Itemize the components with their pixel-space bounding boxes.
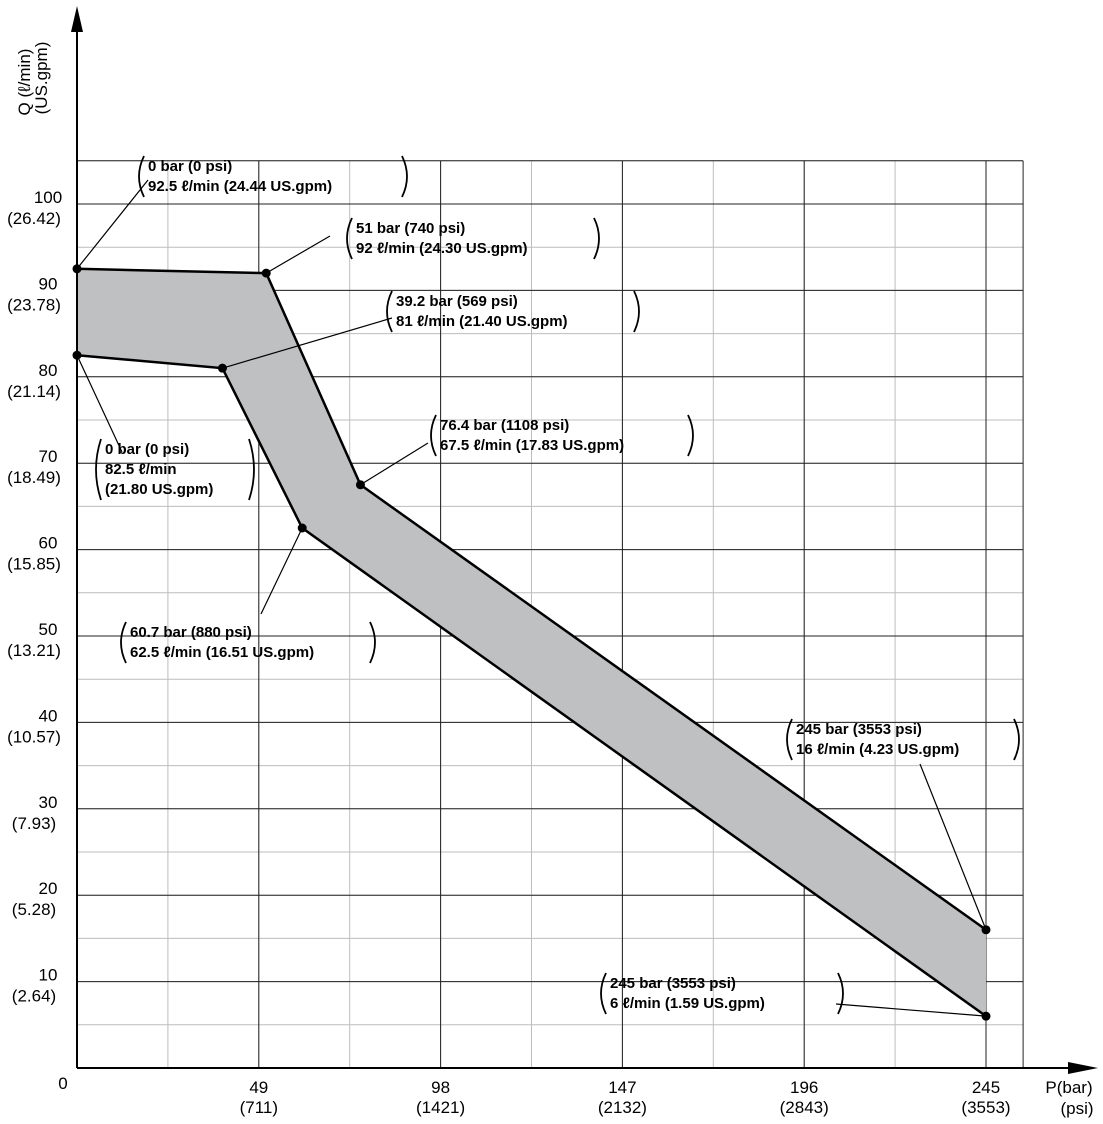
annotation-line: 82.5 ℓ/min xyxy=(105,461,177,478)
annotation-line: 0 bar (0 psi) xyxy=(105,441,189,458)
annotation-paren-right xyxy=(401,155,408,198)
x-tick-sublabel: (2843) xyxy=(780,1098,829,1117)
data-point xyxy=(72,264,82,274)
y-tick-label: 100 xyxy=(34,188,62,207)
y-tick-sublabel: (13.21) xyxy=(7,641,61,660)
annotation-line: 245 bar (3553 psi) xyxy=(610,975,736,992)
x-tick-label: 49 xyxy=(249,1078,268,1097)
annotation-paren-left xyxy=(95,438,102,501)
data-point xyxy=(355,480,365,490)
x-axis-unit: (psi) xyxy=(1060,1099,1093,1118)
y-tick-sublabel: (7.93) xyxy=(12,814,56,833)
annotation-line: 0 bar (0 psi) xyxy=(148,158,232,175)
data-point xyxy=(297,523,307,533)
leader-line xyxy=(260,527,303,615)
data-point xyxy=(72,350,82,360)
annotation-paren-right xyxy=(837,972,844,1015)
y-tick-sublabel: (10.57) xyxy=(7,727,61,746)
annotation-paren-left xyxy=(138,155,145,198)
x-axis-arrow xyxy=(1068,1062,1098,1074)
annotation-line: 76.4 bar (1108 psi) xyxy=(440,417,569,434)
annotation-line: 62.5 ℓ/min (16.51 US.gpm) xyxy=(130,644,314,661)
leader-lines xyxy=(76,179,987,1017)
y-tick-sublabel: (2.64) xyxy=(12,987,56,1006)
annotation-line: 245 bar (3553 psi) xyxy=(796,721,922,738)
y-tick-label: 90 xyxy=(39,274,58,293)
annotation-paren-left xyxy=(786,718,793,761)
annotation-line: 81 ℓ/min (21.40 US.gpm) xyxy=(396,313,568,330)
y-tick-label: 40 xyxy=(39,706,58,725)
flow-band-area xyxy=(77,268,986,1017)
x-tick-label: 98 xyxy=(431,1078,450,1097)
annotation-paren-right xyxy=(687,414,694,457)
annotation-paren-left xyxy=(120,621,127,664)
x-tick-sublabel: (2132) xyxy=(598,1098,647,1117)
annotation-line: 92.5 ℓ/min (24.44 US.gpm) xyxy=(148,178,332,195)
y-tick-label: 20 xyxy=(39,879,58,898)
y-tick-sublabel: (15.85) xyxy=(7,555,61,574)
flow-band xyxy=(76,267,987,1018)
y-tick-label: 30 xyxy=(39,793,58,812)
annotation-line: 16 ℓ/min (4.23 US.gpm) xyxy=(796,741,959,758)
data-point xyxy=(261,268,271,278)
annotation-line: 39.2 bar (569 psi) xyxy=(396,293,518,310)
x-tick-label: 147 xyxy=(608,1078,636,1097)
y-tick-sublabel: (18.49) xyxy=(7,468,61,487)
annotation-line: (21.80 US.gpm) xyxy=(105,481,213,498)
x-axis-title: P(bar) xyxy=(1045,1078,1092,1097)
annotation-paren-left xyxy=(386,290,393,333)
annotation-paren-right xyxy=(248,438,255,501)
x-tick-label: 245 xyxy=(972,1078,1000,1097)
leader-line xyxy=(76,354,123,453)
y-tick-label: 60 xyxy=(39,534,58,553)
y-axis-arrow xyxy=(71,6,83,32)
annotation-line: 6 ℓ/min (1.59 US.gpm) xyxy=(610,995,765,1012)
annotation-line: 92 ℓ/min (24.30 US.gpm) xyxy=(356,240,528,257)
annotation-paren-left xyxy=(430,414,437,457)
y-tick-label: 80 xyxy=(39,361,58,380)
annotations: 0 bar (0 psi) 92.5 ℓ/min (24.44 US.gpm) 51… xyxy=(95,155,1020,1015)
lower-curve xyxy=(76,353,987,1018)
leader-line xyxy=(222,317,393,369)
annotation-line: 67.5 ℓ/min (17.83 US.gpm) xyxy=(440,437,624,454)
annotation-paren-right xyxy=(369,621,376,664)
leader-line xyxy=(265,235,331,274)
leader-line xyxy=(919,763,987,930)
tick-labels: 49(711) 98(1421) 147(2132) 196(2843) 245(355… xyxy=(7,42,1093,1118)
data-point xyxy=(217,363,227,373)
annotation-line: 60.7 bar (880 psi) xyxy=(130,624,252,641)
annotation-paren-right xyxy=(633,290,640,333)
y-tick-sublabel: (21.14) xyxy=(7,382,61,401)
y-tick-sublabel: (26.42) xyxy=(7,209,61,228)
y-axis-unit: (US.gpm) xyxy=(32,42,51,115)
data-points xyxy=(72,264,991,1021)
x-tick-sublabel: (711) xyxy=(240,1098,278,1117)
leader-line xyxy=(835,1003,987,1017)
y-tick-label: 10 xyxy=(39,966,58,985)
y-tick-label: 70 xyxy=(39,447,58,466)
data-point xyxy=(981,925,991,935)
origin-label: 0 xyxy=(58,1074,67,1093)
leader-line xyxy=(76,179,149,270)
y-axis-title: Q (ℓ/min) xyxy=(15,49,34,116)
x-tick-sublabel: (1421) xyxy=(416,1098,465,1117)
leader-line xyxy=(360,442,429,486)
y-tick-sublabel: (5.28) xyxy=(12,900,56,919)
upper-curve xyxy=(76,267,987,931)
y-tick-sublabel: (23.78) xyxy=(7,295,61,314)
annotation-line: 51 bar (740 psi) xyxy=(356,220,465,237)
annotation-paren-left xyxy=(346,217,353,260)
y-tick-label: 50 xyxy=(39,620,58,639)
x-tick-sublabel: (3553) xyxy=(961,1098,1010,1117)
annotation-paren-left xyxy=(600,972,607,1015)
axes xyxy=(71,6,1098,1074)
data-point xyxy=(981,1011,991,1021)
annotation-paren-right xyxy=(1013,718,1020,761)
annotation-paren-right xyxy=(593,217,600,260)
x-tick-label: 196 xyxy=(790,1078,818,1097)
